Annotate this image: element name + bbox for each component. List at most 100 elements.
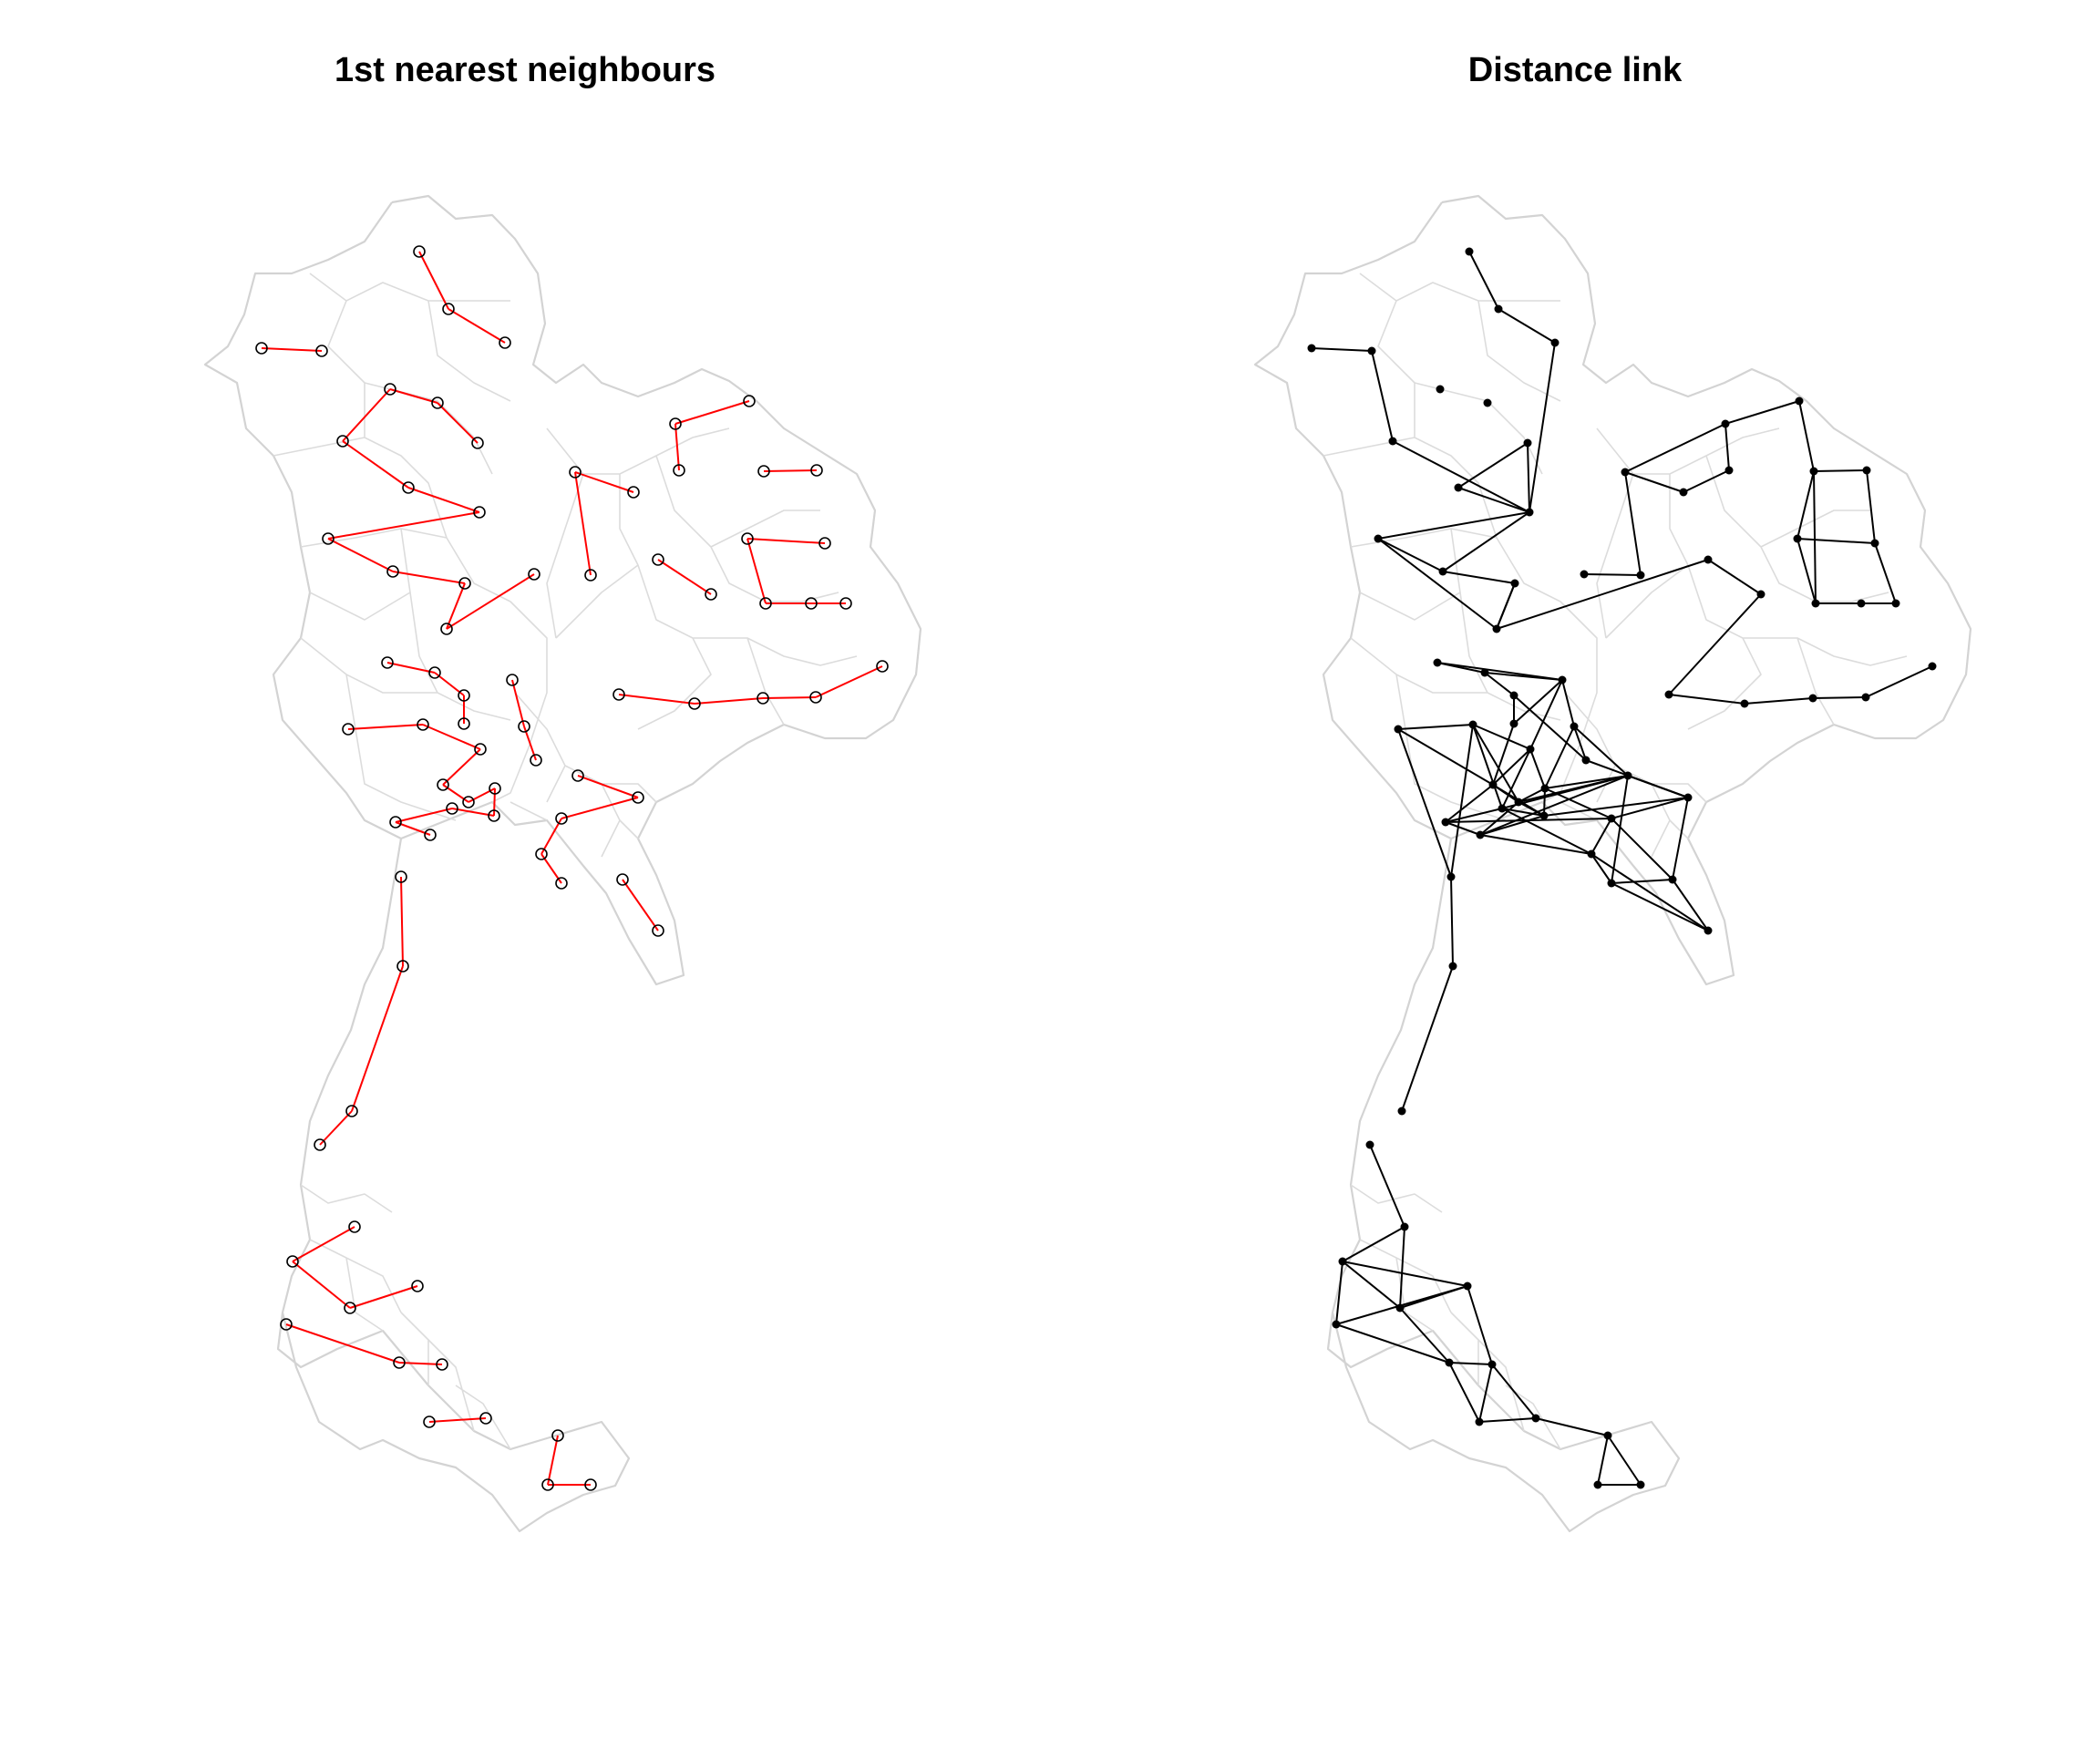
centroid-point (1808, 694, 1817, 703)
neighbour-link (1442, 571, 1516, 584)
neighbour-link (1468, 251, 1499, 310)
neighbour-link (1401, 965, 1454, 1112)
centroid-point (473, 506, 486, 519)
centroid-point (541, 1478, 554, 1491)
centroid-point (1740, 699, 1749, 708)
neighbour-link (1369, 1144, 1405, 1228)
centroid-point (1540, 784, 1549, 793)
neighbour-link (1399, 1307, 1450, 1364)
centroid-point (528, 568, 540, 581)
centroid-point (1587, 849, 1596, 859)
centroid-point (1621, 468, 1630, 477)
neighbour-link (1744, 697, 1814, 705)
neighbour-link (342, 388, 391, 442)
centroid-point (669, 417, 682, 430)
centroid-point (1539, 811, 1549, 820)
centroid-point (386, 565, 399, 578)
neighbour-link (1518, 801, 1545, 817)
neighbour-link (561, 797, 639, 819)
centroid-point (1664, 690, 1673, 699)
centroid-point (571, 769, 584, 782)
centroid-point (471, 437, 484, 449)
neighbour-link (1311, 347, 1373, 352)
centroid-point (1862, 466, 1871, 475)
centroid-point (809, 691, 822, 704)
centroid-point (1607, 879, 1616, 888)
neighbour-link (1813, 469, 1868, 472)
neighbour-link (1590, 853, 1709, 932)
centroid-point (1367, 346, 1376, 355)
neighbour-link (347, 724, 424, 730)
centroid-point (1721, 419, 1730, 428)
centroid-point (759, 597, 772, 610)
centroid-point (705, 588, 717, 601)
neighbour-link (574, 471, 634, 493)
neighbour-link (1397, 728, 1494, 786)
centroid-point (757, 465, 770, 478)
centroid-point (1394, 725, 1403, 734)
neighbour-link (1450, 724, 1474, 878)
neighbour-link (1335, 1261, 1343, 1325)
centroid-point (1668, 875, 1677, 884)
neighbour-link (746, 538, 826, 544)
centroid-point (393, 1356, 406, 1369)
neighbour-link (1513, 695, 1587, 761)
neighbour-link (1585, 759, 1689, 798)
centroid-point (499, 336, 511, 349)
neighbour-link (1796, 470, 1815, 540)
neighbour-link (1479, 834, 1592, 855)
centroid-point (389, 816, 402, 829)
centroid-point (402, 481, 415, 494)
centroid-point (1636, 1480, 1645, 1489)
neighbour-link (1866, 469, 1876, 544)
neighbour-link (1491, 1364, 1537, 1419)
neighbour-link (1611, 879, 1673, 884)
neighbour-link (1573, 726, 1587, 761)
centroid-point (535, 848, 548, 860)
centroid-point (431, 396, 444, 409)
neighbour-link (342, 440, 409, 489)
neighbour-link (1448, 1362, 1480, 1423)
centroid-point (1525, 508, 1534, 517)
neighbour-link (468, 788, 496, 803)
centroid-point (1448, 962, 1457, 971)
neighbour-link (448, 308, 506, 344)
centroid-point (810, 464, 823, 477)
centroid-point (1514, 798, 1523, 807)
centroid-point (345, 1105, 358, 1117)
neighbour-link (1342, 1261, 1401, 1309)
centroid-point (1704, 926, 1713, 935)
neighbour-link (746, 538, 767, 604)
centroid-point (1480, 668, 1489, 677)
neighbour-link (1442, 511, 1530, 572)
distance-links (1311, 251, 1933, 1486)
neighbour-link (1668, 593, 1762, 695)
centroid-point (1388, 437, 1397, 446)
centroid-point (314, 1138, 326, 1151)
centroid-point (344, 1302, 356, 1314)
neighbour-link (1518, 775, 1629, 803)
centroid-point (423, 1415, 436, 1428)
neighbour-link (1472, 724, 1503, 809)
centroid-point (839, 597, 852, 610)
centroid-point (1509, 719, 1518, 728)
neighbour-link (261, 347, 323, 352)
neighbour-link (446, 573, 535, 630)
knn-points (255, 245, 889, 1491)
neighbour-link (1498, 308, 1556, 344)
neighbour-link (1478, 1417, 1537, 1423)
neighbour-link (694, 697, 764, 705)
neighbour-link (1668, 694, 1745, 705)
neighbour-link (1501, 808, 1592, 855)
neighbour-link (1496, 582, 1516, 630)
centroid-point (1438, 567, 1447, 576)
neighbour-link (1457, 442, 1529, 489)
centroid-point (1338, 1257, 1347, 1266)
neighbour-link (1535, 1417, 1609, 1436)
neighbour-link (1798, 400, 1815, 472)
neighbour-link (1590, 818, 1612, 855)
neighbour-link (1543, 788, 1546, 817)
centroid-point (1928, 662, 1937, 671)
neighbour-link (442, 784, 469, 803)
neighbour-link (407, 487, 480, 513)
